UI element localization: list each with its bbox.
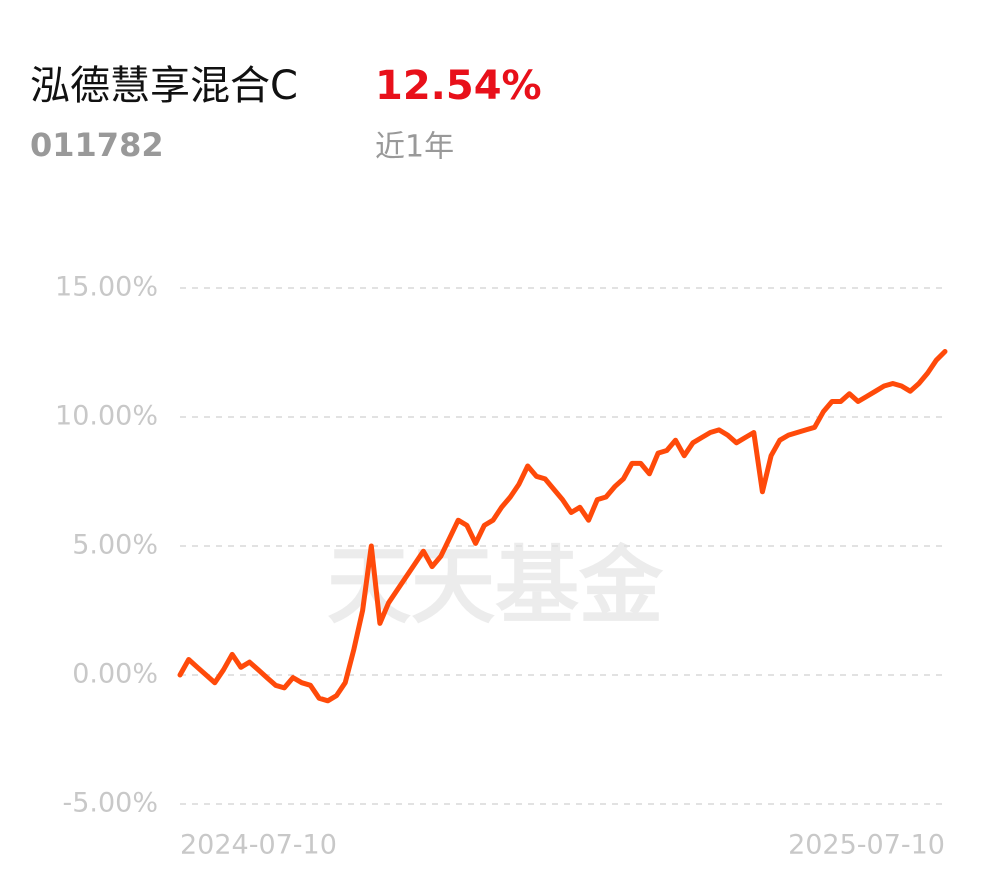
x-tick-label: 2025-07-10 (788, 830, 945, 861)
fund-code: 011782 (30, 126, 164, 164)
y-tick-label: 5.00% (72, 530, 158, 561)
fund-name: 泓德慧享混合C (30, 63, 298, 109)
y-tick-label: 15.00% (55, 272, 158, 303)
y-tick-label: 0.00% (72, 659, 158, 690)
x-tick-label: 2024-07-10 (180, 830, 337, 861)
fund-return: 12.54% (375, 63, 542, 109)
data-line (177, 349, 948, 704)
y-tick-label: 10.00% (55, 401, 158, 432)
y-tick-label: -5.00% (62, 788, 158, 819)
period: 近1年 (375, 130, 454, 165)
